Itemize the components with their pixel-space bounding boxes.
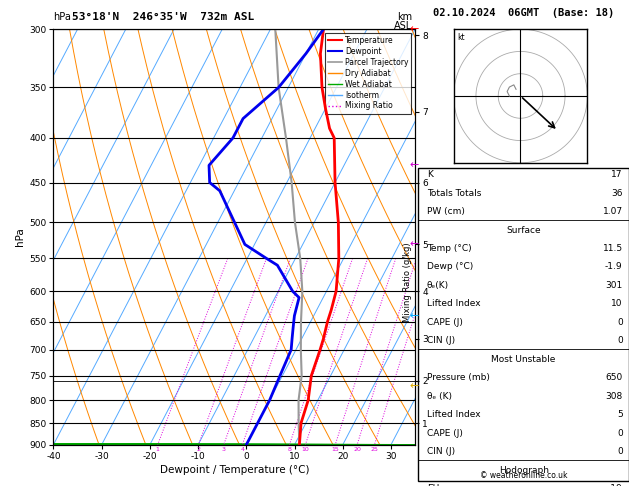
Text: Lifted Index: Lifted Index (426, 410, 481, 419)
Text: θₑ(K): θₑ(K) (426, 281, 449, 290)
Text: 308: 308 (606, 392, 623, 401)
Text: 5: 5 (617, 410, 623, 419)
Text: Temp (°C): Temp (°C) (426, 244, 471, 253)
Text: Pressure (mb): Pressure (mb) (426, 373, 489, 382)
Text: 0: 0 (617, 447, 623, 456)
Text: CAPE (J): CAPE (J) (426, 429, 462, 438)
Text: PW (cm): PW (cm) (426, 207, 465, 216)
Text: 1: 1 (156, 447, 160, 452)
Text: 4: 4 (240, 447, 244, 452)
Text: CIN (J): CIN (J) (426, 447, 455, 456)
Text: CAPE (J): CAPE (J) (426, 318, 462, 327)
Text: 53°18'N  246°35'W  732m ASL: 53°18'N 246°35'W 732m ASL (72, 12, 255, 22)
Text: LCL: LCL (417, 376, 431, 385)
Text: ASL: ASL (394, 21, 412, 31)
Text: -19: -19 (608, 484, 623, 486)
Text: 10: 10 (611, 299, 623, 309)
Text: K: K (426, 170, 433, 179)
Text: ←: ← (409, 381, 418, 391)
Text: 0: 0 (617, 336, 623, 346)
Text: Lifted Index: Lifted Index (426, 299, 481, 309)
Text: Most Unstable: Most Unstable (491, 355, 556, 364)
Text: © weatheronline.co.uk: © weatheronline.co.uk (480, 471, 567, 480)
Text: 2: 2 (196, 447, 201, 452)
Text: 1.07: 1.07 (603, 207, 623, 216)
Text: EH: EH (426, 484, 439, 486)
Text: Dewp (°C): Dewp (°C) (426, 262, 473, 272)
Text: ←: ← (409, 24, 418, 34)
Text: ←: ← (409, 160, 418, 170)
Text: kt: kt (458, 33, 465, 42)
Text: 0: 0 (617, 429, 623, 438)
Text: 0: 0 (617, 318, 623, 327)
Text: 17: 17 (611, 170, 623, 179)
Text: 20: 20 (353, 447, 361, 452)
Text: 301: 301 (606, 281, 623, 290)
Text: 15: 15 (331, 447, 339, 452)
Text: CIN (J): CIN (J) (426, 336, 455, 346)
Bar (418, 168, 629, 481)
Text: Surface: Surface (506, 226, 541, 235)
Text: 25: 25 (370, 447, 379, 452)
Text: 02.10.2024  06GMT  (Base: 18): 02.10.2024 06GMT (Base: 18) (433, 8, 615, 18)
Legend: Temperature, Dewpoint, Parcel Trajectory, Dry Adiabat, Wet Adiabat, Isotherm, Mi: Temperature, Dewpoint, Parcel Trajectory… (325, 33, 411, 114)
Text: Totals Totals: Totals Totals (426, 189, 481, 198)
Text: 11.5: 11.5 (603, 244, 623, 253)
Y-axis label: hPa: hPa (15, 227, 25, 246)
Text: 36: 36 (611, 189, 623, 198)
X-axis label: Dewpoint / Temperature (°C): Dewpoint / Temperature (°C) (160, 465, 309, 475)
Text: Hodograph: Hodograph (499, 466, 548, 475)
Text: ←: ← (409, 311, 418, 321)
Text: ←: ← (409, 240, 418, 249)
Text: 8: 8 (287, 447, 291, 452)
Text: -1.9: -1.9 (605, 262, 623, 272)
Text: 650: 650 (606, 373, 623, 382)
Text: km: km (397, 12, 412, 22)
Text: θₑ (K): θₑ (K) (426, 392, 452, 401)
Text: 10: 10 (301, 447, 309, 452)
Text: Mixing Ratio (g/kg): Mixing Ratio (g/kg) (403, 242, 412, 322)
Text: hPa: hPa (53, 12, 71, 22)
Text: 3: 3 (222, 447, 226, 452)
